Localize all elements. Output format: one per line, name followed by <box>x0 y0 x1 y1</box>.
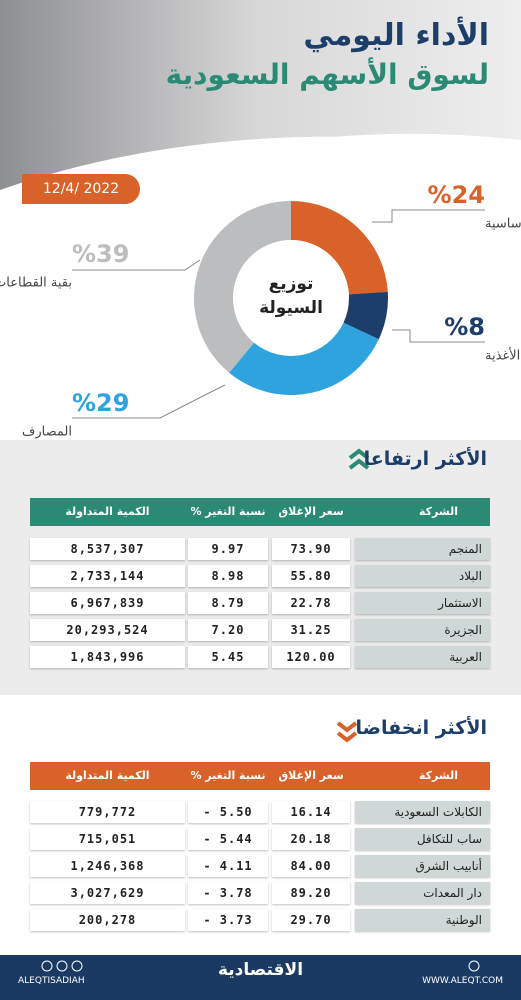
value-label: %8 <box>444 313 485 341</box>
company-cell: الوطنية <box>355 909 490 931</box>
donut-segment <box>343 291 388 340</box>
donut-chart: %24المواد الأساسية %8تجزئة الأغذية %29المص… <box>0 181 521 440</box>
table-cell: 84.00 <box>272 855 350 877</box>
table-cell: 7.20 <box>188 619 268 641</box>
column-header: الشركة <box>418 769 458 782</box>
column-header: نسبة التغير % <box>190 769 266 782</box>
column-header: الكمية المتداولة <box>65 769 150 782</box>
value-label: %24 <box>428 181 485 209</box>
table-cell: 2,733,144 <box>30 565 185 587</box>
column-header: الشركة <box>418 505 458 518</box>
table-cell: - 4.11 <box>188 855 268 877</box>
company-cell: ساب للتكافل <box>355 828 490 850</box>
table-header <box>30 762 490 790</box>
table-cell: - 3.78 <box>188 882 268 904</box>
date-pill: 12/4/ 2022 <box>22 174 140 204</box>
leader-line <box>372 209 485 223</box>
footer-bar <box>0 955 521 1000</box>
table-cell: - 5.44 <box>188 828 268 850</box>
table-cell: 779,772 <box>30 801 185 823</box>
table-cell: 120.00 <box>272 646 350 668</box>
table-cell: 200,278 <box>30 909 185 931</box>
company-cell: الاستثمار <box>355 592 490 614</box>
table-cell: 1,843,996 <box>30 646 185 668</box>
company-cell: المنجم <box>355 538 490 560</box>
column-header: الكمية المتداولة <box>65 505 150 518</box>
table-cell: 8,537,307 <box>30 538 185 560</box>
value-label: %29 <box>72 389 129 417</box>
table-cell: 20.18 <box>272 828 350 850</box>
table-cell: 8.98 <box>188 565 268 587</box>
donut-segment <box>229 322 379 395</box>
up-arrow-icon <box>348 448 370 470</box>
company-cell: أنابيب الشرق <box>355 855 490 877</box>
leader-line <box>392 329 485 343</box>
table-cell: 5.45 <box>188 646 268 668</box>
company-cell: العربية <box>355 646 490 668</box>
table-cell: 8.79 <box>188 592 268 614</box>
company-cell: الكابلات السعودية <box>355 801 490 823</box>
category-label: تجزئة الأغذية <box>485 347 521 364</box>
subtitle: لسوق الأسهم السعودية <box>165 58 489 91</box>
table-cell: 9.97 <box>188 538 268 560</box>
table-cell: 6,967,839 <box>30 592 185 614</box>
down-arrow-icon <box>336 721 358 743</box>
table-cell: 29.70 <box>272 909 350 931</box>
footer-logo: الاقتصادية <box>217 960 304 980</box>
table-cell: 89.20 <box>272 882 350 904</box>
donut-center-label: توزيع السيولة <box>259 274 323 318</box>
column-header: نسبة التغير % <box>190 505 266 518</box>
donut-segment <box>291 201 388 295</box>
company-cell: البلاد <box>355 565 490 587</box>
table-cell: 3,027,629 <box>30 882 185 904</box>
table-cell: 1,246,368 <box>30 855 185 877</box>
company-cell: دار المعدات <box>355 882 490 904</box>
table-cell: 715,051 <box>30 828 185 850</box>
leader-line <box>72 384 226 419</box>
table-cell: 73.90 <box>272 538 350 560</box>
table-cell: 31.25 <box>272 619 350 641</box>
donut-segment <box>193 201 291 373</box>
losers-title: الأكثر انخفاضا <box>355 717 487 739</box>
table-cell: - 5.50 <box>188 801 268 823</box>
table-cell: 22.78 <box>272 592 350 614</box>
table-cell: 55.80 <box>272 565 350 587</box>
table-cell: 16.14 <box>272 801 350 823</box>
donut-hole <box>233 240 349 356</box>
column-header: سعر الإغلاق <box>278 769 344 782</box>
table-cell: - 3.73 <box>188 909 268 931</box>
footer-handle: ALEQTISADIAH <box>18 976 85 986</box>
value-label: %39 <box>72 240 129 268</box>
company-cell: الجزيرة <box>355 619 490 641</box>
category-label: المصارف <box>22 425 72 440</box>
social-icons <box>41 960 480 972</box>
column-header: سعر الإغلاق <box>278 505 344 518</box>
table-header <box>30 498 490 526</box>
title: الأداء اليومي <box>303 18 489 53</box>
footer-website: WWW.ALEQT.COM <box>422 976 503 986</box>
leader-line <box>72 259 201 271</box>
gainers-title: الأكثر ارتفاعا <box>363 448 487 470</box>
category-label: المواد الأساسية <box>485 215 521 232</box>
category-label: بقية القطاعات <box>0 276 72 291</box>
table-cell: 20,293,524 <box>30 619 185 641</box>
